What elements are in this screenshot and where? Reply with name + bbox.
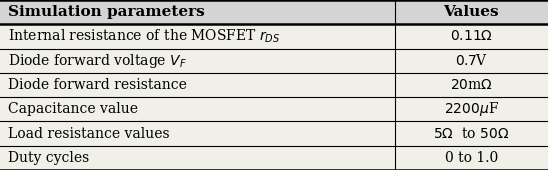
FancyBboxPatch shape: [0, 97, 395, 121]
Text: $0.7$V: $0.7$V: [455, 53, 488, 68]
Text: $2200\mu$F: $2200\mu$F: [444, 100, 499, 118]
Text: Simulation parameters: Simulation parameters: [8, 5, 205, 19]
Text: Diode forward resistance: Diode forward resistance: [8, 78, 187, 92]
Text: $5\Omega$  to $50\Omega$: $5\Omega$ to $50\Omega$: [433, 126, 510, 141]
Text: Internal resistance of the MOSFET $r_{DS}$: Internal resistance of the MOSFET $r_{DS…: [8, 28, 281, 45]
FancyBboxPatch shape: [395, 146, 548, 170]
FancyBboxPatch shape: [395, 121, 548, 146]
Text: Diode forward voltage $V_F$: Diode forward voltage $V_F$: [8, 52, 187, 70]
Text: Duty cycles: Duty cycles: [8, 151, 89, 165]
FancyBboxPatch shape: [0, 24, 395, 49]
Text: Load resistance values: Load resistance values: [8, 127, 170, 141]
FancyBboxPatch shape: [0, 121, 395, 146]
FancyBboxPatch shape: [0, 49, 395, 73]
Text: 0 to 1.0: 0 to 1.0: [444, 151, 498, 165]
FancyBboxPatch shape: [395, 0, 548, 24]
Text: $20$m$\Omega$: $20$m$\Omega$: [450, 78, 493, 92]
FancyBboxPatch shape: [0, 73, 395, 97]
FancyBboxPatch shape: [395, 97, 548, 121]
Text: Values: Values: [443, 5, 499, 19]
FancyBboxPatch shape: [0, 0, 395, 24]
FancyBboxPatch shape: [395, 24, 548, 49]
Text: $0.11\Omega$: $0.11\Omega$: [450, 29, 493, 43]
Text: Capacitance value: Capacitance value: [8, 102, 138, 116]
FancyBboxPatch shape: [0, 146, 395, 170]
FancyBboxPatch shape: [395, 49, 548, 73]
FancyBboxPatch shape: [395, 73, 548, 97]
